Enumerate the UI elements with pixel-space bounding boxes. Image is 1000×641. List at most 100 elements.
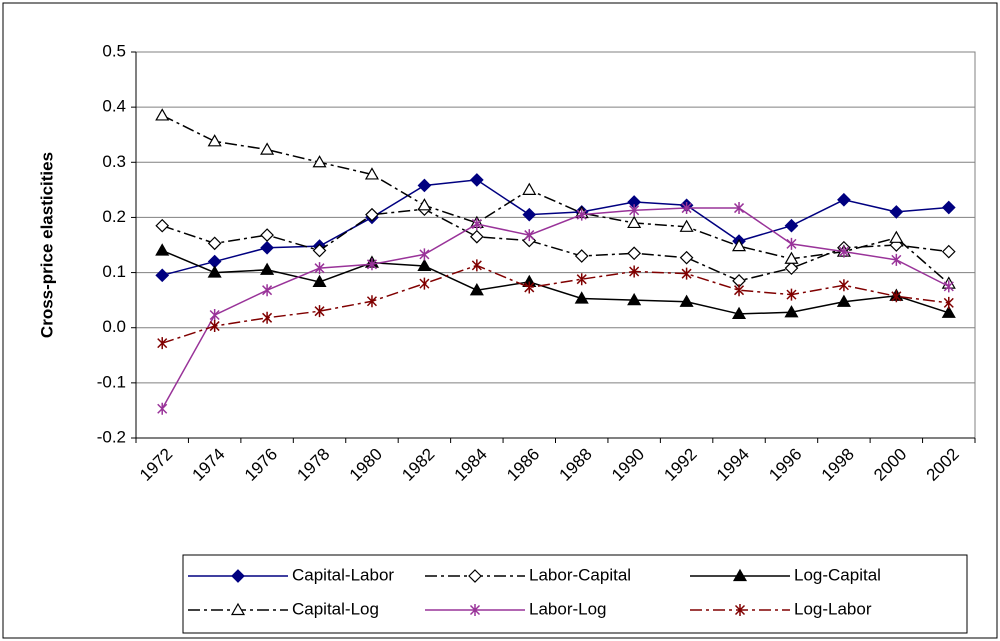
data-point (469, 283, 484, 296)
data-point (574, 249, 589, 263)
data-point (627, 292, 642, 306)
data-point (941, 305, 956, 318)
data-point (679, 250, 694, 265)
data-point (786, 237, 797, 250)
data-point (417, 198, 432, 211)
series-line (162, 179, 949, 277)
data-point (524, 281, 535, 294)
series-line (161, 264, 949, 344)
data-point (155, 243, 170, 256)
data-point (157, 402, 168, 415)
data-point (574, 291, 589, 304)
data-point (891, 253, 902, 266)
data-point (891, 290, 902, 303)
data-point (469, 173, 484, 187)
legend-label: Log-Capital (794, 565, 881, 584)
data-point (417, 258, 432, 272)
data-point (155, 108, 170, 121)
data-point (889, 230, 904, 243)
data-point (524, 229, 535, 242)
data-point (784, 261, 799, 276)
data-point (260, 142, 275, 155)
plot-area (135, 51, 976, 439)
series-line (161, 249, 950, 315)
data-point (365, 207, 379, 222)
data-point (207, 265, 222, 278)
data-point (943, 280, 954, 293)
legend-label: Labor-Capital (529, 565, 631, 584)
data-point (784, 251, 799, 264)
data-point (681, 267, 692, 280)
data-point (786, 288, 797, 301)
data-point (155, 268, 170, 283)
data-point (417, 178, 432, 193)
data-point (209, 320, 220, 333)
data-point (681, 202, 692, 215)
data-point (260, 228, 274, 242)
legend-marker (732, 568, 748, 582)
y-tick-label: 0.0 (102, 317, 126, 336)
data-point (837, 192, 851, 207)
legend-marker (734, 604, 746, 616)
data-point (262, 311, 273, 324)
data-point (731, 306, 747, 320)
legend-marker (468, 569, 482, 583)
legend-label: Capital-Labor (292, 565, 394, 584)
data-point (364, 167, 380, 180)
data-point (629, 204, 640, 217)
legend-label: Capital-Log (292, 599, 379, 618)
legend-marker (230, 602, 246, 616)
data-point (838, 279, 849, 292)
series-line (161, 114, 950, 285)
data-point (576, 208, 587, 221)
data-point (836, 294, 851, 307)
data-point (734, 202, 745, 215)
data-point (629, 265, 640, 278)
y-tick-label: 0.4 (102, 97, 126, 116)
data-point (941, 244, 956, 259)
y-tick-label: -0.2 (97, 427, 126, 446)
data-point (471, 218, 482, 231)
data-point (312, 274, 327, 288)
data-point (889, 205, 904, 219)
data-point (576, 273, 587, 286)
data-point (207, 134, 222, 147)
y-tick-label: 0.1 (102, 262, 126, 281)
data-point (419, 277, 430, 290)
data-point (157, 337, 168, 350)
y-tick-label: -0.1 (97, 372, 126, 391)
data-point (522, 207, 537, 222)
data-point (366, 258, 377, 271)
data-point (155, 218, 170, 233)
legend-box (182, 554, 968, 634)
data-point (314, 262, 325, 275)
data-point (312, 243, 327, 258)
legend-label: Labor-Log (529, 599, 607, 618)
data-point (419, 248, 430, 261)
data-point (734, 284, 745, 297)
data-point (838, 245, 849, 258)
data-point (469, 229, 484, 244)
data-point (260, 240, 274, 255)
y-tick-label: 0.3 (102, 152, 126, 171)
legend-label: Log-Labor (794, 599, 872, 618)
data-point (262, 284, 273, 297)
series-line (161, 207, 950, 410)
data-point (207, 236, 222, 251)
data-point (522, 182, 537, 195)
y-tick-label: 0.2 (102, 207, 126, 226)
legend-marker (469, 604, 481, 616)
data-point (679, 294, 694, 307)
data-point (731, 238, 747, 252)
data-point (260, 262, 275, 275)
data-point (209, 309, 220, 322)
data-point (312, 155, 327, 168)
legend-marker (231, 569, 245, 583)
data-point (627, 246, 642, 261)
data-point (784, 218, 799, 233)
data-point (366, 295, 377, 308)
series-line (161, 208, 949, 282)
y-tick-label: 0.5 (102, 41, 126, 60)
data-point (314, 305, 325, 318)
